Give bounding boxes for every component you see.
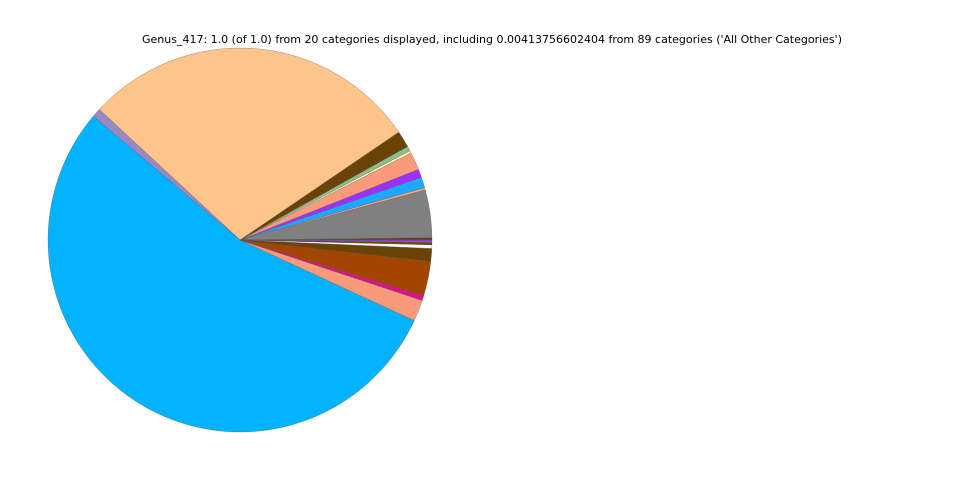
pie-slice bbox=[99, 47, 400, 241]
pie-slice bbox=[47, 116, 415, 433]
chart-title: Genus_417: 1.0 (of 1.0) from 20 categori… bbox=[142, 33, 842, 46]
pie-slice bbox=[239, 239, 433, 242]
